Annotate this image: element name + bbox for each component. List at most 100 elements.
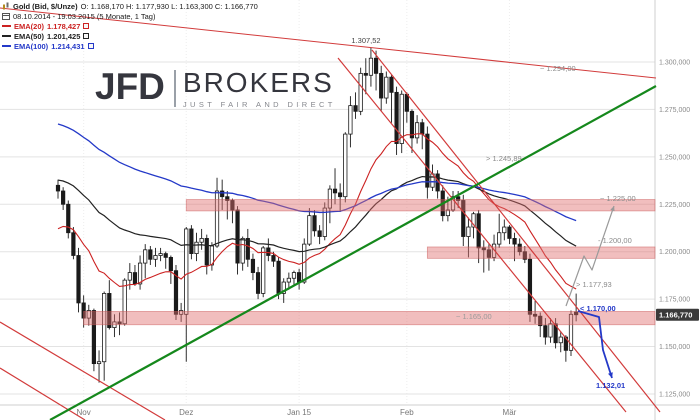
candle-body — [163, 253, 168, 258]
candle-body — [250, 258, 256, 273]
candle-body — [327, 188, 332, 209]
candle-body — [338, 192, 343, 198]
ema50-label: EMA(50) — [14, 31, 45, 41]
candle-body — [261, 247, 266, 294]
ema100-remove-button[interactable] — [87, 43, 94, 49]
downtrend-line — [0, 367, 86, 420]
candle-body — [297, 272, 302, 283]
candle-body — [168, 256, 173, 272]
price-annotation: - 1.200,00 — [598, 236, 632, 245]
x-axis-label: Dez — [179, 408, 193, 417]
candle-body — [389, 76, 394, 93]
legend-ema20: EMA(20) 1.178,427 — [2, 21, 258, 31]
candle-body — [86, 310, 91, 319]
candle-body — [255, 272, 261, 294]
alt-scenario-arrow-head — [610, 206, 615, 212]
downtrend-line — [0, 321, 166, 420]
price-annotation: 1.132,01 — [596, 381, 625, 390]
candle-body — [384, 76, 389, 99]
price-annotation: ~ 1.225,00 — [600, 194, 636, 203]
candle-body — [55, 184, 61, 192]
jfd-brokers-logo: JFD BROKERS JUST FAIR AND DIRECT — [95, 66, 336, 109]
candle-body — [137, 262, 143, 285]
downtrend-line — [0, 7, 657, 79]
price-annotation: 1.307,52 — [351, 36, 380, 45]
candle-body — [548, 323, 553, 338]
uptrend-line — [49, 85, 657, 420]
candle-body — [317, 230, 322, 237]
logo-tagline: JUST FAIR AND DIRECT — [182, 99, 336, 109]
candle-body — [420, 122, 425, 135]
downtrend-line — [371, 49, 661, 413]
candle-body — [532, 313, 538, 317]
candle-body — [76, 255, 81, 304]
candle-body — [332, 188, 338, 194]
candle-body — [461, 200, 466, 237]
candle-body — [214, 190, 220, 247]
y-tick-label: 1.125,000 — [659, 391, 690, 398]
candle-body — [409, 110, 415, 139]
candle-body — [266, 247, 271, 256]
logo-separator — [173, 70, 176, 107]
ema50-remove-button[interactable] — [83, 33, 90, 39]
ema-50-line — [57, 175, 577, 253]
candle-body — [512, 238, 517, 245]
ema20-remove-button[interactable] — [83, 23, 90, 29]
ema100-value: 1.214,431 — [51, 41, 85, 51]
candle-body — [527, 258, 533, 315]
alt-scenario-arrow — [565, 205, 615, 307]
ema100-line-swatch — [2, 45, 11, 47]
candle-body — [445, 209, 450, 217]
support-resistance-zone — [185, 199, 656, 212]
ema100-label: EMA(100) — [14, 41, 49, 51]
candle-body — [553, 323, 558, 344]
candle-body — [307, 215, 312, 245]
candle-body — [353, 105, 358, 112]
downtrend-line — [337, 57, 627, 413]
candle-body — [220, 190, 225, 198]
candle-body — [71, 232, 76, 256]
x-axis-label: Nov — [77, 408, 91, 417]
candle-body — [276, 260, 281, 294]
candle-body — [132, 272, 138, 285]
y-tick-label: 1.250,000 — [659, 154, 690, 161]
candle-body — [122, 279, 127, 325]
ema50-line-swatch — [2, 35, 11, 37]
candle-body — [230, 200, 235, 211]
candle-body — [194, 241, 199, 254]
candle-body — [481, 247, 486, 251]
candle-body — [343, 133, 348, 198]
candle-body — [466, 226, 471, 237]
candle-body — [456, 196, 461, 201]
calendar-icon — [2, 12, 10, 20]
candle-body — [91, 310, 97, 365]
candle-body — [61, 190, 66, 205]
candle-body — [271, 255, 276, 262]
candle-body — [394, 91, 399, 144]
ohlc-values: O: 1.168,170 H: 1.177,930 L: 1.163,300 C… — [80, 1, 258, 11]
candle-body — [189, 228, 194, 254]
candle-body — [235, 209, 240, 264]
candle-body — [312, 215, 317, 232]
instrument-row: Gold (Bid, $/Unze) O: 1.168,170 H: 1.177… — [2, 1, 258, 11]
candle-body — [373, 57, 379, 74]
ema20-value: 1.178,427 — [47, 21, 81, 31]
instrument-name: Gold (Bid, $/Unze) — [13, 1, 78, 11]
candle-body — [358, 72, 363, 112]
candle-body — [66, 203, 71, 234]
date-range: 08.10.2014 - 19.03.2015 (5 Monate, 1 Tag… — [13, 11, 156, 21]
candle-body — [117, 321, 122, 325]
logo-jfd-text: JFD — [95, 66, 165, 107]
candle-body — [173, 270, 179, 315]
y-tick-label: 1.200,000 — [659, 249, 690, 256]
support-resistance-zone — [83, 311, 656, 326]
candle-body — [143, 249, 148, 264]
candle-body — [414, 122, 420, 139]
current-price-tag-label: 1.166,770 — [659, 311, 692, 320]
candle-body — [502, 226, 507, 234]
candle-body — [225, 196, 230, 201]
ema-20-line — [57, 133, 577, 290]
candle-body — [368, 57, 374, 76]
